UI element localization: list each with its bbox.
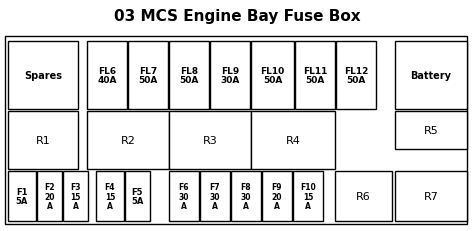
Bar: [210, 42, 250, 109]
Text: F8
30
A: F8 30 A: [241, 182, 251, 210]
Text: Battery: Battery: [410, 71, 452, 81]
Text: F9
20
A: F9 20 A: [272, 182, 282, 210]
Text: R2: R2: [120, 135, 136, 145]
Bar: [8, 42, 78, 109]
Bar: [293, 171, 323, 221]
Bar: [335, 171, 392, 221]
Text: F2
20
A: F2 20 A: [44, 182, 55, 210]
Bar: [5, 37, 467, 224]
Text: FL10
50A: FL10 50A: [260, 66, 284, 85]
Text: 03 MCS Engine Bay Fuse Box: 03 MCS Engine Bay Fuse Box: [114, 9, 360, 24]
Bar: [200, 171, 230, 221]
Bar: [87, 112, 169, 169]
Bar: [8, 112, 78, 169]
Bar: [96, 171, 124, 221]
Bar: [395, 42, 467, 109]
Text: FL12
50A: FL12 50A: [344, 66, 368, 85]
Text: F6
30
A: F6 30 A: [179, 182, 189, 210]
Bar: [169, 171, 199, 221]
Text: R3: R3: [202, 135, 218, 145]
Bar: [251, 42, 294, 109]
Text: FL7
50A: FL7 50A: [138, 66, 158, 85]
Bar: [262, 171, 292, 221]
Text: F10
15
A: F10 15 A: [300, 182, 316, 210]
Bar: [295, 42, 335, 109]
Bar: [87, 42, 127, 109]
Text: R4: R4: [285, 135, 301, 145]
Text: F5
5A: F5 5A: [131, 187, 144, 205]
Bar: [395, 171, 467, 221]
Bar: [63, 171, 88, 221]
Bar: [128, 42, 168, 109]
Text: FL9
30A: FL9 30A: [220, 66, 240, 85]
Text: F7
30
A: F7 30 A: [210, 182, 220, 210]
Text: R6: R6: [356, 191, 371, 201]
Bar: [169, 112, 251, 169]
Text: FL8
50A: FL8 50A: [179, 66, 199, 85]
Text: F4
15
A: F4 15 A: [105, 182, 115, 210]
Text: R5: R5: [424, 125, 438, 135]
Text: FL6
40A: FL6 40A: [97, 66, 117, 85]
Bar: [37, 171, 62, 221]
Bar: [125, 171, 150, 221]
Text: F3
15
A: F3 15 A: [70, 182, 81, 210]
Text: R7: R7: [424, 191, 438, 201]
Text: R1: R1: [36, 135, 50, 145]
Bar: [336, 42, 376, 109]
Text: Spares: Spares: [24, 71, 62, 81]
Bar: [395, 112, 467, 149]
Bar: [251, 112, 335, 169]
Bar: [169, 42, 209, 109]
Text: F1
5A: F1 5A: [16, 187, 28, 205]
Text: FL11
50A: FL11 50A: [303, 66, 327, 85]
Bar: [231, 171, 261, 221]
Bar: [8, 171, 36, 221]
